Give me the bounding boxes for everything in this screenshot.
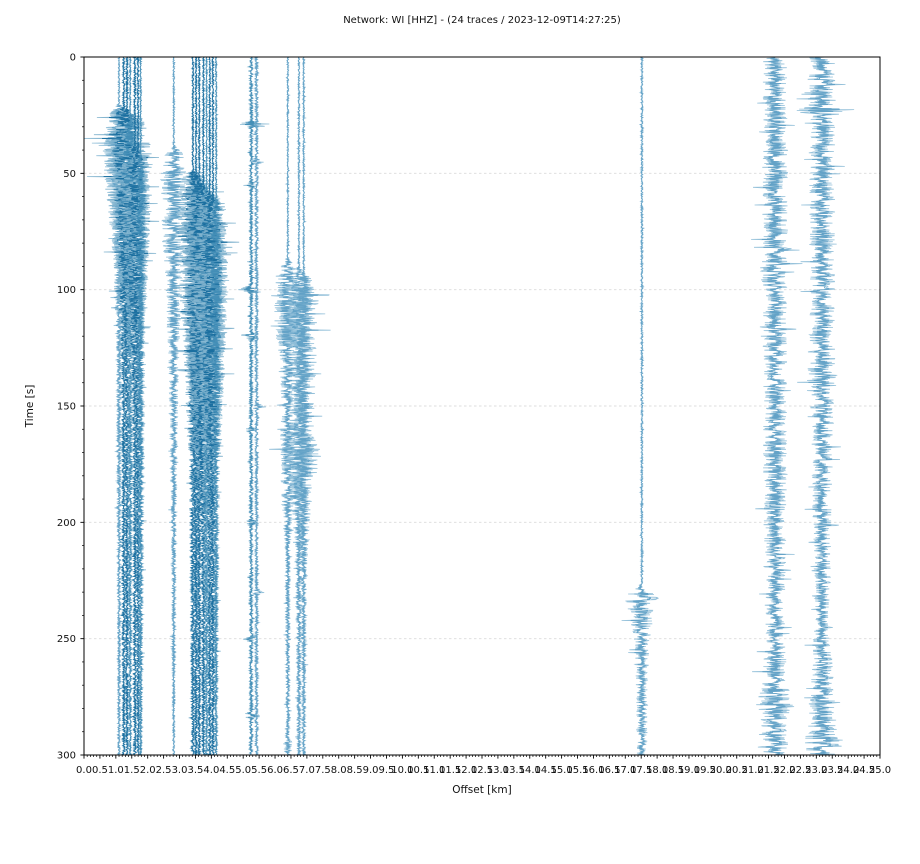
x-tick-label: 9.0 [363,765,379,776]
x-tick-label: 8.0 [331,765,347,776]
x-tick-label: 12.0 [455,765,477,776]
x-tick-label: 16.5 [598,765,620,776]
x-tick-label: 0.0 [76,765,92,776]
seismic-trace-core [205,57,226,756]
x-tick-label: 10.5 [407,765,429,776]
seismic-trace-core [290,57,319,756]
x-tick-label: 7.5 [315,765,331,776]
seismic-trace-core [761,57,791,756]
x-tick-label: 23.0 [805,765,827,776]
seismic-trace-core [178,57,214,756]
x-tick-label: 22.5 [789,765,811,776]
x-tick-label: 4.0 [203,765,219,776]
x-tick-label: 3.0 [172,765,188,776]
seismic-trace-core [282,57,310,756]
seismic-trace-core [278,57,299,756]
x-tick-label: 18.0 [646,765,668,776]
y-tick-label: 200 [57,518,76,529]
x-tick-label: 15.0 [550,765,572,776]
seismic-trace-core [165,57,182,756]
x-tick-label: 21.5 [757,765,779,776]
x-tick-label: 24.5 [853,765,875,776]
x-tick-label: 1.5 [124,765,140,776]
x-tick-label: 7.0 [299,765,315,776]
x-tick-label: 19.0 [678,765,700,776]
x-tick-label: 2.0 [140,765,156,776]
x-tick-label: 17.5 [630,765,652,776]
x-tick-label: 4.5 [219,765,235,776]
x-tick-label: 0.5 [92,765,108,776]
x-tick-label: 3.5 [187,765,203,776]
x-tick-label: 17.0 [614,765,636,776]
x-tick-label: 16.0 [582,765,604,776]
x-axis-label: Offset [km] [452,784,511,796]
x-tick-label: 20.5 [726,765,748,776]
x-tick-label: 25.0 [869,765,891,776]
x-tick-label: 6.5 [283,765,299,776]
x-tick-label: 11.5 [439,765,461,776]
y-tick-label: 50 [63,169,76,180]
x-tick-label: 23.5 [821,765,843,776]
y-tick-label: 300 [57,751,76,762]
x-tick-label: 13.5 [503,765,525,776]
tick-labels: 0.0 0.5 1.0 1.5 2.0 2.5 3.0 3.5 4.0 4.5 5.0 5.5 6.0 6… [57,53,891,777]
y-tick-label: 100 [57,285,76,296]
x-tick-label: 20.0 [710,765,732,776]
x-tick-label: 19.5 [694,765,716,776]
seismic-trace-core [197,57,228,756]
y-axis-label: Time [s] [24,385,36,429]
x-tick-label: 8.5 [347,765,363,776]
x-tick-label: 12.5 [471,765,493,776]
x-tick-label: 22.0 [773,765,795,776]
plot-title: Network: WI [HHZ] - (24 traces / 2023-12… [343,15,621,26]
y-tick-label: 150 [57,402,76,413]
seismic-trace-core [120,57,143,756]
x-tick-label: 14.5 [535,765,557,776]
x-tick-label: 18.5 [662,765,684,776]
seismic-trace-core [244,57,262,756]
x-tick-label: 13.0 [487,765,509,776]
x-tick-label: 1.0 [108,765,124,776]
seismic-trace-core [252,57,262,756]
axes-frame [83,56,881,756]
x-tick-label: 21.0 [742,765,764,776]
x-tick-label: 9.5 [379,765,395,776]
trace-layer [84,57,855,756]
x-tick-label: 5.5 [251,765,267,776]
y-tick-label: 250 [57,634,76,645]
x-tick-label: 11.0 [423,765,445,776]
x-tick-label: 5.0 [235,765,251,776]
x-tick-label: 10.0 [391,765,413,776]
x-tick-label: 2.5 [156,765,172,776]
y-tick-label: 0 [70,53,76,64]
seismic-trace-core [807,57,840,756]
x-tick-label: 15.5 [566,765,588,776]
seismic-trace-core [630,57,652,756]
seismic-trace-core [130,57,148,756]
x-tick-label: 24.0 [837,765,859,776]
x-tick-label: 14.0 [519,765,541,776]
x-tick-label: 6.0 [267,765,283,776]
